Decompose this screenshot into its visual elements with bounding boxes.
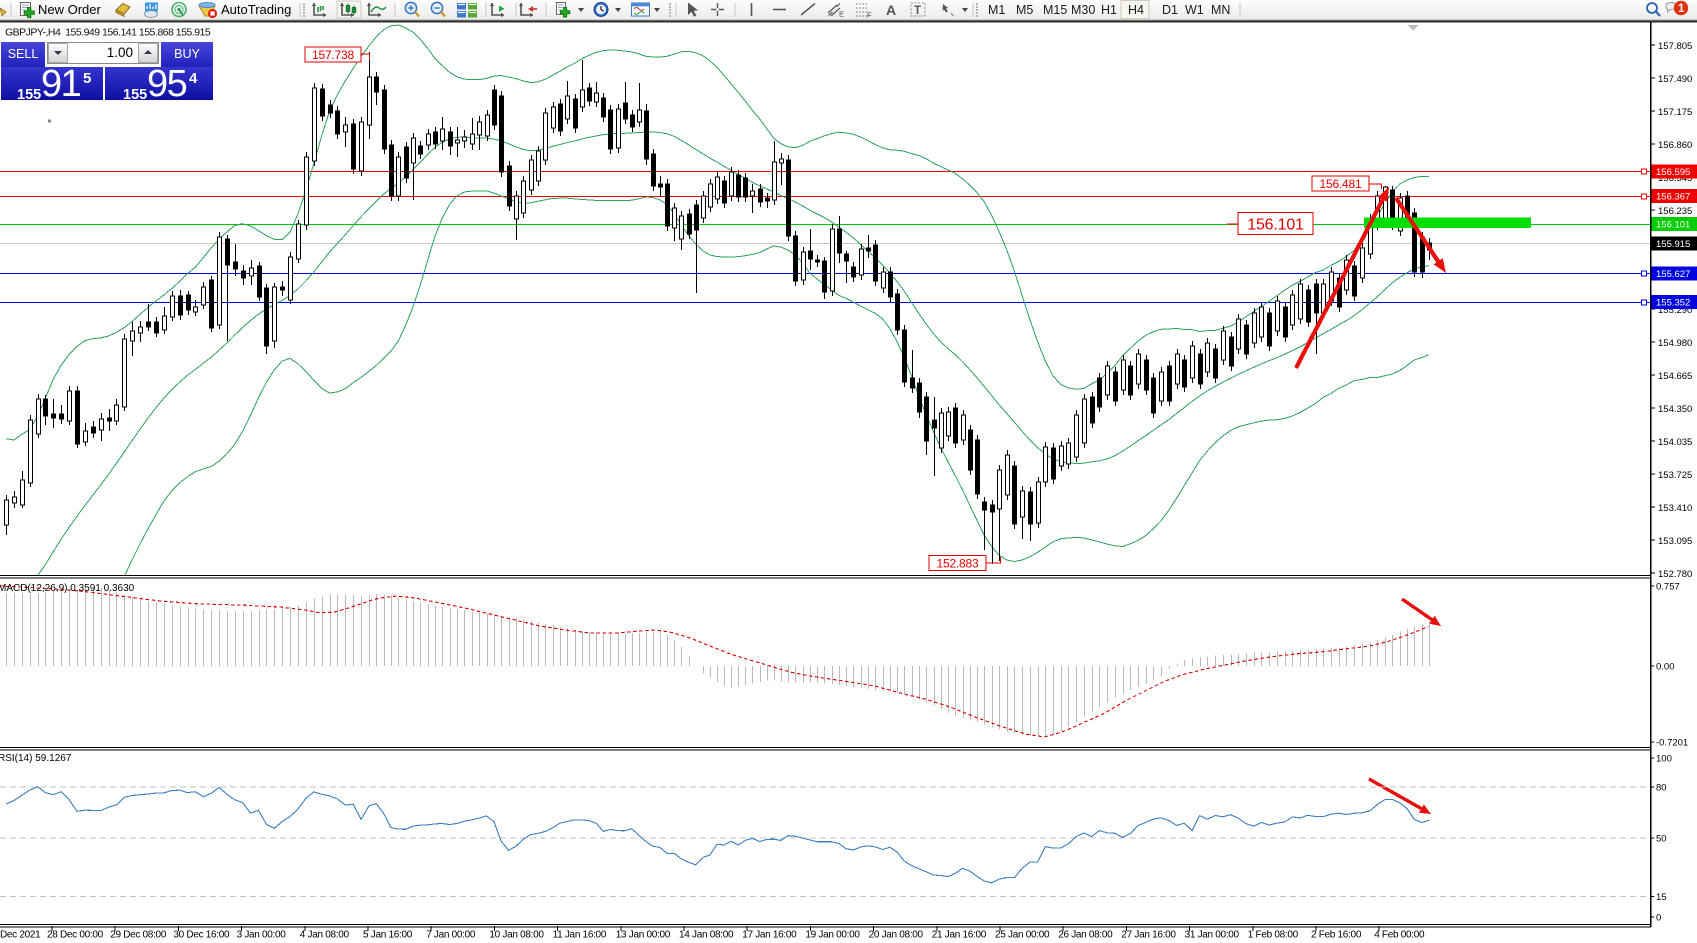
- svg-text:28 Dec 00:00: 28 Dec 00:00: [47, 930, 104, 941]
- svg-text:30 Dec 16:00: 30 Dec 16:00: [173, 930, 230, 941]
- svg-text:157.490: 157.490: [1658, 74, 1692, 85]
- svg-text:153.410: 153.410: [1658, 503, 1692, 514]
- svg-text:4 Jan 08:00: 4 Jan 08:00: [300, 930, 350, 941]
- svg-text:156.860: 156.860: [1658, 140, 1692, 151]
- svg-text:155.627: 155.627: [1656, 269, 1690, 280]
- svg-text:156.481: 156.481: [1320, 177, 1363, 191]
- svg-text:155.352: 155.352: [1656, 298, 1690, 309]
- svg-text:155.915: 155.915: [1656, 239, 1690, 250]
- svg-text:0.00: 0.00: [1656, 662, 1675, 673]
- svg-text:MACD(12,26,9) 0.3591 0.3630: MACD(12,26,9) 0.3591 0.3630: [0, 583, 135, 594]
- svg-text:M15: M15: [1043, 3, 1067, 17]
- svg-text:26 Jan 08:00: 26 Jan 08:00: [1058, 930, 1113, 941]
- svg-text:GBPJPY-,H4 155.949 156.141 15: GBPJPY-,H4 155.949 156.141 155.868 155.9…: [5, 27, 211, 39]
- svg-text:AutoTrading: AutoTrading: [221, 2, 291, 17]
- svg-text:New Order: New Order: [38, 2, 102, 17]
- svg-text:F: F: [867, 11, 872, 20]
- svg-text:MN: MN: [1211, 3, 1230, 17]
- svg-text:29 Dec 08:00: 29 Dec 08:00: [110, 930, 167, 941]
- svg-text:20 Jan 08:00: 20 Jan 08:00: [869, 930, 924, 941]
- svg-text:0.757: 0.757: [1656, 582, 1680, 593]
- svg-text:M5: M5: [1016, 3, 1033, 17]
- svg-text:15: 15: [1656, 892, 1667, 903]
- svg-text:Dec 2021: Dec 2021: [0, 930, 41, 941]
- svg-text:4 Feb 00:00: 4 Feb 00:00: [1374, 930, 1425, 941]
- svg-text:152.883: 152.883: [937, 556, 980, 570]
- svg-text:5 Jan 16:00: 5 Jan 16:00: [363, 930, 413, 941]
- svg-text:100: 100: [1656, 754, 1672, 765]
- svg-text:156.101: 156.101: [1656, 220, 1690, 231]
- svg-text:10 Jan 08:00: 10 Jan 08:00: [489, 930, 544, 941]
- svg-text:156.595: 156.595: [1656, 167, 1690, 178]
- svg-text:W1: W1: [1185, 3, 1204, 17]
- svg-text:27 Jan 16:00: 27 Jan 16:00: [1121, 930, 1176, 941]
- svg-text:0: 0: [1656, 913, 1661, 924]
- svg-text:2 Feb 16:00: 2 Feb 16:00: [1311, 930, 1362, 941]
- svg-text:13 Jan 00:00: 13 Jan 00:00: [616, 930, 671, 941]
- svg-text:154.980: 154.980: [1658, 338, 1692, 349]
- svg-text:80: 80: [1656, 783, 1667, 794]
- svg-text:M1: M1: [988, 3, 1005, 17]
- svg-text:-0.7201: -0.7201: [1656, 738, 1688, 749]
- svg-text:T: T: [914, 5, 921, 17]
- svg-text:154.035: 154.035: [1658, 437, 1692, 448]
- svg-text:1: 1: [1678, 3, 1685, 15]
- svg-text:156.235: 156.235: [1658, 206, 1692, 217]
- svg-text:50: 50: [1656, 834, 1667, 845]
- svg-text:156.101: 156.101: [1247, 216, 1304, 233]
- svg-text:152.780: 152.780: [1658, 569, 1692, 580]
- svg-text:157.805: 157.805: [1658, 41, 1692, 52]
- svg-text:19 Jan 00:00: 19 Jan 00:00: [805, 930, 860, 941]
- svg-text:H1: H1: [1101, 3, 1117, 17]
- svg-text:14 Jan 08:00: 14 Jan 08:00: [679, 930, 734, 941]
- svg-text:3 Jan 00:00: 3 Jan 00:00: [237, 930, 287, 941]
- svg-text:H4: H4: [1128, 3, 1144, 17]
- svg-text:7 Jan 00:00: 7 Jan 00:00: [426, 930, 476, 941]
- svg-text:155.290: 155.290: [1658, 305, 1692, 316]
- svg-text:1 Feb 08:00: 1 Feb 08:00: [1248, 930, 1299, 941]
- svg-text:17 Jan 16:00: 17 Jan 16:00: [742, 930, 797, 941]
- svg-text:21 Jan 16:00: 21 Jan 16:00: [932, 930, 987, 941]
- svg-text:11 Jan 16:00: 11 Jan 16:00: [553, 930, 607, 941]
- svg-text:RSI(14) 59.1267: RSI(14) 59.1267: [0, 753, 72, 764]
- svg-text:157.175: 157.175: [1658, 107, 1692, 118]
- svg-text:154.665: 154.665: [1658, 371, 1692, 382]
- svg-text:154.350: 154.350: [1658, 404, 1692, 415]
- svg-text:156.367: 156.367: [1656, 192, 1690, 203]
- svg-text:A: A: [886, 2, 896, 18]
- svg-text:153.725: 153.725: [1658, 470, 1692, 481]
- svg-text:D1: D1: [1162, 3, 1178, 17]
- svg-text:E: E: [839, 10, 844, 19]
- svg-text:31 Jan 00:00: 31 Jan 00:00: [1185, 930, 1240, 941]
- svg-text:157.738: 157.738: [312, 48, 355, 62]
- svg-text:25 Jan 00:00: 25 Jan 00:00: [995, 930, 1050, 941]
- svg-text:M30: M30: [1071, 3, 1095, 17]
- svg-text:153.095: 153.095: [1658, 536, 1692, 547]
